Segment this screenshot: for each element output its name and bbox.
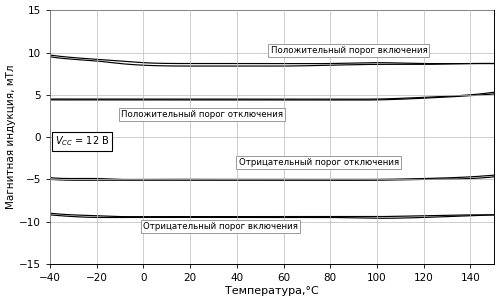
Text: $V_{CC}$ = 12 В: $V_{CC}$ = 12 В [54, 134, 109, 148]
Text: Отрицательный порог включения: Отрицательный порог включения [143, 222, 298, 231]
X-axis label: Температура,°C: Температура,°C [225, 286, 319, 296]
Text: Отрицательный порог отключения: Отрицательный порог отключения [238, 158, 398, 167]
Y-axis label: Магнитная индукция, мТл: Магнитная индукция, мТл [6, 65, 16, 209]
Text: Положительный порог отключения: Положительный порог отключения [121, 110, 283, 119]
Text: Положительный порог включения: Положительный порог включения [270, 46, 428, 55]
